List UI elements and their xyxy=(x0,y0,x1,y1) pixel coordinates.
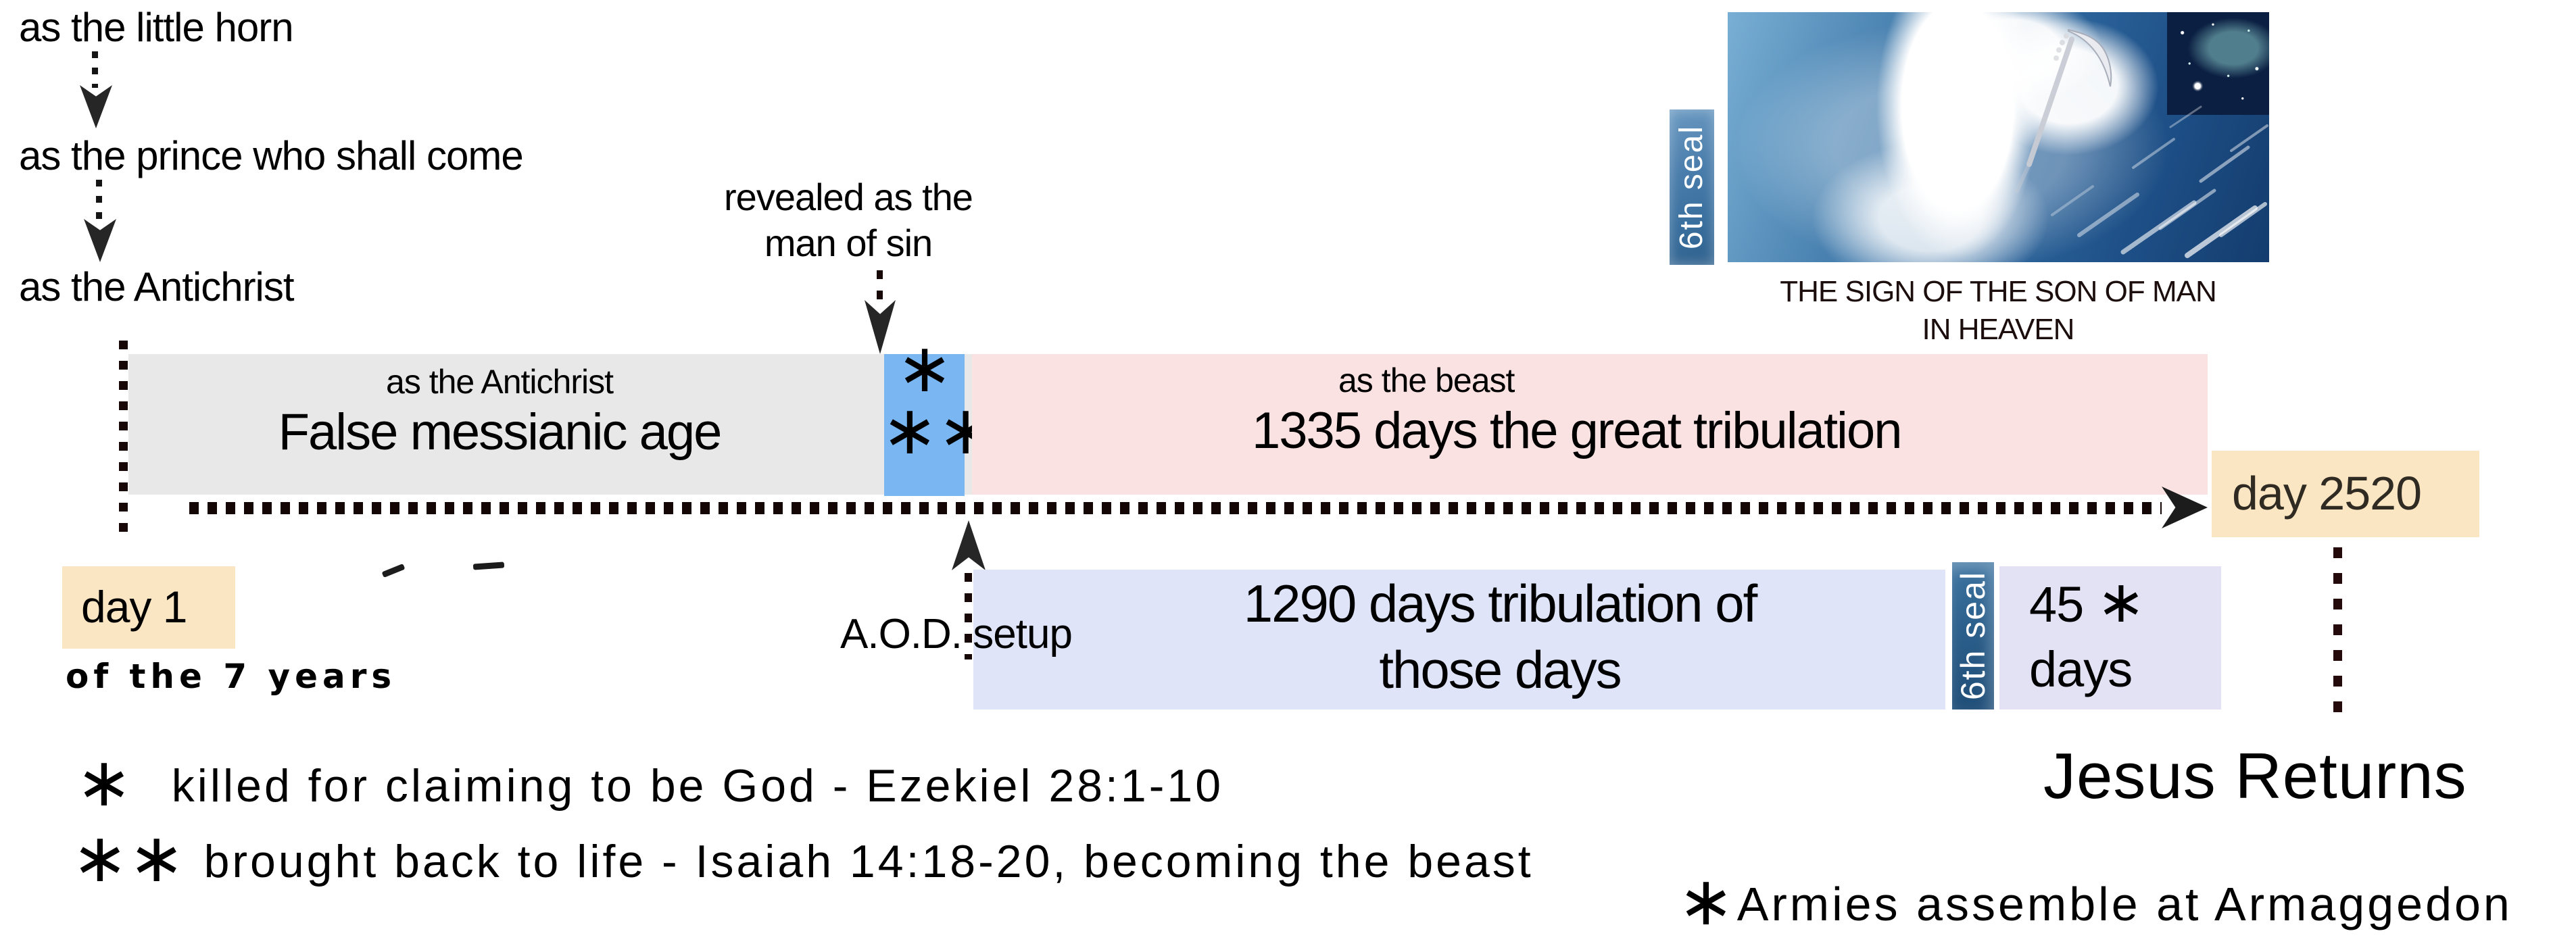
day2520-dotted-line xyxy=(2333,547,2342,722)
sixth-seal-tab-label: 6th seal xyxy=(1674,124,1709,250)
legend-item-brought-back: ∗∗ brought back to life - Isaiah 14:18-2… xyxy=(72,818,1534,897)
days-45-box xyxy=(1999,566,2221,710)
progression-label-prince: as the prince who shall come xyxy=(19,133,524,178)
false-messianic-subtitle: as the Antichrist xyxy=(386,363,614,401)
up-arrow-icon xyxy=(952,520,986,570)
legend-text-1: killed for claiming to be God - Ezekiel … xyxy=(171,760,1224,812)
legend-text-2: brought back to life - Isaiah 14:18-20, … xyxy=(203,836,1534,887)
photo-overlay-graphics xyxy=(2015,28,2268,258)
timeline-dotted-arrow-line xyxy=(189,502,2162,514)
aod-setup-label: A.O.D. setup xyxy=(840,611,1073,657)
day1-sub-label: of the 7 years xyxy=(66,657,397,696)
day1-box xyxy=(62,566,235,649)
asterisk-box xyxy=(884,354,965,496)
legend-marker-3: ∗ xyxy=(1678,862,1734,941)
days-45-number: 45 xyxy=(2029,576,2084,632)
down-arrow-icon xyxy=(80,85,112,128)
great-trib-subtitle: as the beast xyxy=(1338,362,1515,399)
progression-dotted-line-2 xyxy=(96,180,102,220)
aod-dotted-line xyxy=(965,573,972,659)
asterisk-single: ∗ xyxy=(896,328,953,407)
false-messianic-age-box xyxy=(128,354,972,495)
reveal-line-1: revealed as the xyxy=(724,176,973,218)
great-trib-title: 1335 days the great tribulation xyxy=(1252,402,1902,459)
days-45-asterisk: ∗ xyxy=(2096,568,2145,636)
stray-mark xyxy=(472,562,505,570)
legend-item-armies: ∗ Armies assemble at Armaggedon xyxy=(1678,862,2512,941)
false-messianic-title: False messianic age xyxy=(278,403,723,461)
tribulation-1290-box xyxy=(973,570,1945,710)
progression-dotted-line-1 xyxy=(92,51,98,88)
reveal-line-2: man of sin xyxy=(764,222,933,265)
day1-label: day 1 xyxy=(81,582,187,632)
photo-starfield-patch xyxy=(2167,12,2269,115)
reveal-label: revealed as the man of sin xyxy=(642,174,1054,267)
sixth-seal-tab: 6th seal xyxy=(1670,109,1714,265)
days-45-line2: days xyxy=(2029,641,2133,697)
reveal-dotted-line xyxy=(877,270,883,301)
day2520-label: day 2520 xyxy=(2232,467,2422,520)
sixth-seal-tab-label: 6th seal xyxy=(1954,571,1992,701)
meteor-streaks xyxy=(2051,105,2268,258)
stray-mark xyxy=(381,563,406,578)
great-tribulation-box xyxy=(972,354,2208,495)
photo-caption-line1: THE SIGN OF THE SON OF MAN xyxy=(1780,275,2216,308)
day1-dotted-line xyxy=(119,341,128,538)
photo-caption-line2: IN HEAVEN xyxy=(1922,313,2075,347)
down-arrow-icon xyxy=(84,219,116,262)
days-45-line1: 45 ∗ xyxy=(2029,573,2145,633)
sixth-seal-tab: 6th seal xyxy=(1952,562,1994,710)
legend-marker-1: ∗ xyxy=(76,743,132,822)
jesus-returns-label: Jesus Returns xyxy=(2043,740,2467,812)
trib-1290-line2: those days xyxy=(1379,640,1622,699)
legend-text-3: Armies assemble at Armaggedon xyxy=(1736,878,2512,930)
progression-label-little-horn: as the little horn xyxy=(19,5,294,50)
legend-marker-2: ∗∗ xyxy=(72,818,185,897)
scythe-icon xyxy=(2015,28,2112,193)
son-of-man-photo xyxy=(1728,12,2269,262)
asterisk-double: ∗∗ xyxy=(881,391,994,470)
legend-item-killed: ∗ killed for claiming to be God - Ezekie… xyxy=(76,743,1224,822)
trib-1290-line1: 1290 days tribulation of xyxy=(1243,574,1758,633)
photo-caption: THE SIGN OF THE SON OF MAN IN HEAVEN xyxy=(1744,273,2252,349)
progression-label-antichrist: as the Antichrist xyxy=(19,264,295,309)
day2520-box xyxy=(2212,451,2479,537)
